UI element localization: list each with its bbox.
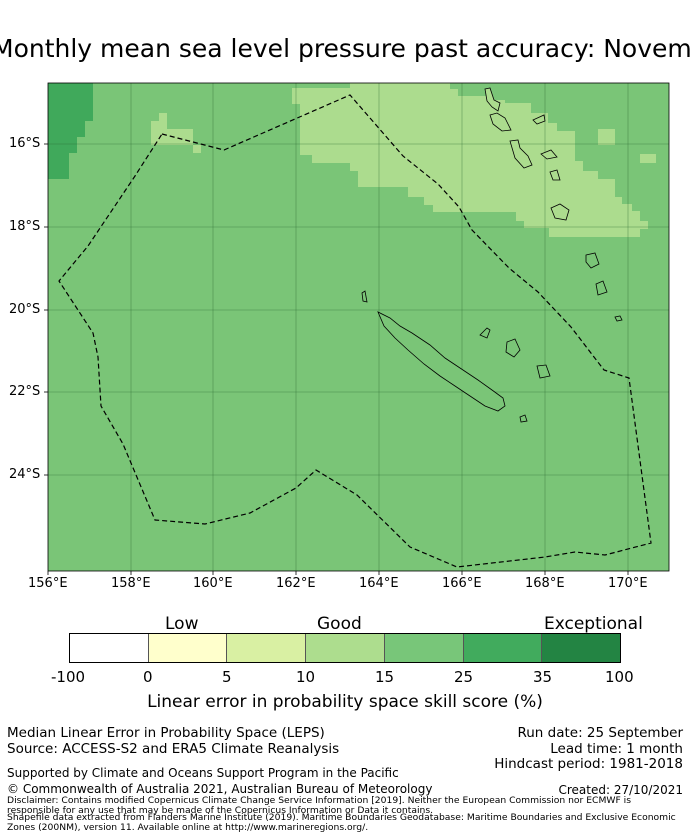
- legend-category-low: Low: [165, 614, 199, 634]
- colorbar-tick-label: 15: [375, 668, 395, 686]
- colorbar-bin: [384, 634, 464, 662]
- lat-tick-label: 20°S: [9, 302, 41, 317]
- new-caledonia-island: [377, 311, 506, 412]
- colorbar-tick-label: 100: [605, 668, 634, 686]
- skill-map: [44, 82, 670, 575]
- colorbar-tick-label: -100: [51, 668, 86, 686]
- loyalty-island-1: [479, 327, 491, 339]
- lon-tick-label: 168°E: [525, 576, 565, 591]
- loyalty-island-3: [536, 364, 551, 379]
- info-method: Median Linear Error in Probability Space…: [7, 725, 325, 741]
- colorbar-bin: [148, 634, 228, 662]
- chart-title-text: Monthly mean sea level pressure past acc…: [0, 34, 690, 63]
- axis-ticks: [44, 143, 629, 575]
- vanuatu-island-2: [489, 112, 512, 132]
- light-skill-patch-2: [640, 154, 656, 163]
- vanuatu-island-8: [585, 252, 600, 269]
- lat-tick-label: 22°S: [9, 384, 41, 399]
- colorbar-bin: [227, 634, 307, 662]
- lon-tick-label: 166°E: [442, 576, 482, 591]
- colorbar-bin: [306, 634, 385, 662]
- light-skill-region-east: [292, 83, 648, 237]
- colorbar-tick-label: 10: [296, 668, 316, 686]
- colorbar-tick-label: 0: [143, 668, 153, 686]
- lon-tick-label: 170°E: [608, 576, 648, 591]
- vanuatu-island-7: [550, 203, 570, 221]
- light-skill-region-west: [151, 113, 201, 153]
- chart-title: Monthly mean sea level pressure past acc…: [0, 34, 690, 70]
- lat-tick-label: 24°S: [9, 467, 41, 482]
- disclaimer-line: responsible for any use that may be made…: [7, 805, 434, 816]
- disclaimer-line: Disclaimer: Contains modified Copernicus…: [7, 795, 632, 806]
- info-created-date: Created: 27/10/2021: [558, 783, 683, 797]
- disclaimer-line: Zones (200NM), version 11. Available onl…: [7, 822, 369, 833]
- lat-tick-label: 16°S: [9, 136, 41, 151]
- map-frame: [47, 82, 670, 572]
- info-hindcast-period: Hindcast period: 1981-2018: [494, 756, 683, 772]
- info-source: Source: ACCESS-S2 and ERA5 Climate Reana…: [7, 741, 340, 757]
- lat-tick-label: 18°S: [9, 219, 41, 234]
- vanuatu-island-5: [540, 149, 558, 160]
- vanuatu-island-4: [509, 139, 533, 169]
- light-skill-patch-1: [598, 129, 615, 145]
- lon-tick-label: 158°E: [111, 576, 151, 591]
- vanuatu-island-9: [595, 280, 608, 296]
- vanuatu-island-6: [549, 169, 561, 181]
- colorbar: [69, 633, 621, 663]
- colorbar-tick-label: 35: [533, 668, 553, 686]
- loyalty-island-2: [505, 338, 521, 358]
- small-island-1: [361, 290, 368, 303]
- small-island-2: [614, 315, 623, 322]
- colorbar-tick-label: 25: [454, 668, 474, 686]
- colorbar-bin: [463, 634, 543, 662]
- colorbar-tick-label: 5: [222, 668, 232, 686]
- colorbar-axis-label: Linear error in probability space skill …: [147, 692, 543, 712]
- disclaimer-line: Shapefile data extracted from Flanders M…: [7, 812, 676, 823]
- legend-category-good: Good: [317, 614, 362, 634]
- lon-tick-label: 162°E: [276, 576, 316, 591]
- colorbar-bin: [70, 634, 149, 662]
- info-lead-time: Lead time: 1 month: [550, 741, 683, 757]
- colorbar-bin: [542, 634, 621, 662]
- lon-tick-label: 164°E: [359, 576, 399, 591]
- eez-boundary: [58, 94, 652, 568]
- grid-lines: [48, 83, 669, 571]
- darker-skill-region: [48, 83, 93, 179]
- info-run-date: Run date: 25 September: [517, 725, 683, 741]
- legend-category-exceptional: Exceptional: [544, 614, 643, 634]
- lon-tick-label: 156°E: [28, 576, 68, 591]
- info-copyright: © Commonwealth of Australia 2021, Austra…: [7, 782, 433, 796]
- info-supported: Supported by Climate and Oceans Support …: [7, 766, 399, 780]
- vanuatu-island-1: [484, 87, 501, 112]
- isle-of-pines: [519, 414, 528, 423]
- lon-tick-label: 160°E: [193, 576, 233, 591]
- vanuatu-island-3: [532, 114, 546, 125]
